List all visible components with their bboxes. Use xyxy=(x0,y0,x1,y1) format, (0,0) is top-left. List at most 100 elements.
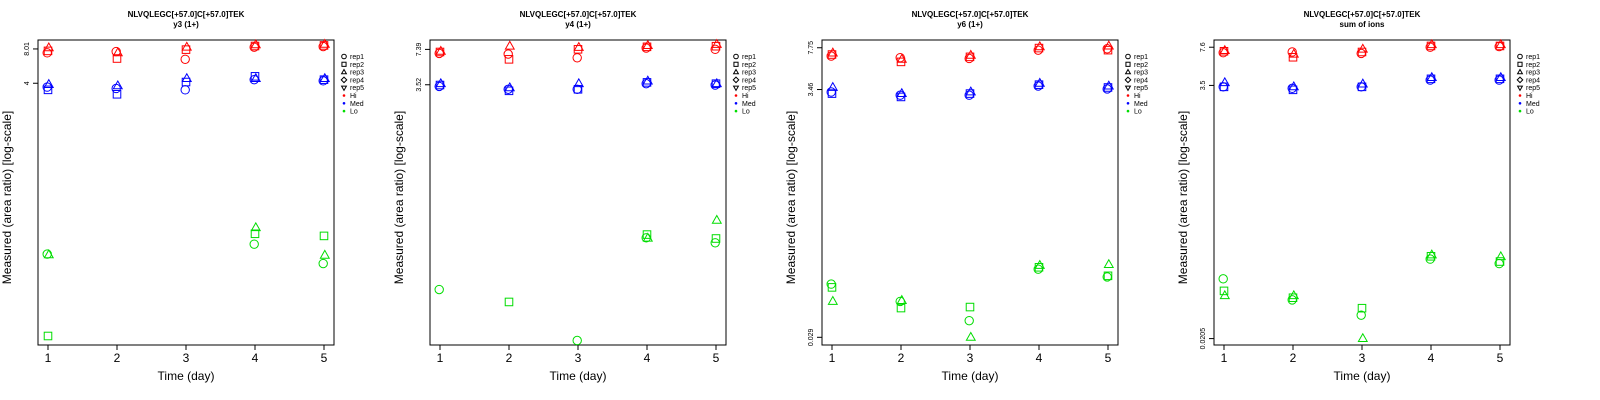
legend-label: Lo xyxy=(1526,109,1534,116)
data-point xyxy=(573,41,585,51)
data-point xyxy=(42,249,52,259)
y-tick-label: 3.46 xyxy=(808,83,815,97)
data-point xyxy=(965,89,975,98)
legend-marker xyxy=(732,76,740,84)
data-point xyxy=(1103,258,1115,269)
x-tick-label: 5 xyxy=(1497,351,1504,365)
data-point xyxy=(112,79,124,90)
data-point xyxy=(319,231,329,241)
legend-label: rep3 xyxy=(1134,70,1148,77)
data-point xyxy=(1357,332,1369,343)
chart-subtitle: y3 (1+) xyxy=(173,20,199,29)
legend-label: Med xyxy=(350,101,364,108)
legend-label: Med xyxy=(1526,101,1540,108)
data-point xyxy=(896,87,908,98)
data-point xyxy=(1495,71,1507,82)
data-point xyxy=(642,75,654,85)
legend-marker xyxy=(732,68,740,75)
legend-label: rep2 xyxy=(742,62,756,69)
y-tick-label: 0.029 xyxy=(808,328,815,346)
legend-marker xyxy=(732,85,740,92)
legend-label: rep3 xyxy=(350,70,364,77)
x-tick-label: 1 xyxy=(1221,351,1228,365)
data-point xyxy=(1034,77,1046,87)
data-point xyxy=(711,38,723,48)
legend-dot xyxy=(342,102,346,105)
legend-dot xyxy=(1126,109,1130,113)
data-point xyxy=(434,284,444,295)
legend-marker xyxy=(340,68,348,75)
legend-label: Med xyxy=(742,101,756,108)
data-point xyxy=(573,85,583,94)
legend-marker xyxy=(1125,61,1131,67)
data-point xyxy=(112,89,122,99)
legend-label: rep2 xyxy=(350,62,364,69)
data-point xyxy=(711,214,723,224)
data-point xyxy=(43,41,55,52)
x-axis-label: Time (day) xyxy=(942,369,999,383)
x-tick-label: 3 xyxy=(575,351,582,365)
legend-label: rep5 xyxy=(1526,85,1540,92)
chart-title: NLVQLEGC[+57.0]C[+57.0]TEK xyxy=(912,10,1029,19)
legend-dot xyxy=(1126,102,1130,105)
x-axis-label: Time (day) xyxy=(550,369,607,383)
x-tick-label: 1 xyxy=(829,351,836,365)
data-point xyxy=(1219,289,1231,300)
data-point xyxy=(896,303,906,313)
legend-label: rep4 xyxy=(1526,77,1540,84)
data-point xyxy=(1103,80,1115,90)
data-point xyxy=(504,40,516,50)
data-point xyxy=(1219,76,1231,87)
data-point xyxy=(180,85,190,95)
data-point xyxy=(965,302,975,312)
legend-marker xyxy=(341,61,347,67)
data-point xyxy=(249,239,259,249)
legend-marker xyxy=(1516,68,1524,75)
x-tick-label: 2 xyxy=(898,351,905,365)
legend-label: rep2 xyxy=(1134,62,1148,69)
data-point xyxy=(711,234,721,243)
legend-label: rep5 xyxy=(350,85,364,92)
data-point xyxy=(1219,44,1231,55)
legend-label: Lo xyxy=(742,109,750,116)
data-point xyxy=(827,50,837,59)
data-point xyxy=(319,72,331,82)
legend-marker xyxy=(340,76,348,84)
x-tick-label: 4 xyxy=(644,351,651,365)
y-tick-label: 8.01 xyxy=(24,42,31,56)
plot-frame xyxy=(1213,39,1511,346)
data-point xyxy=(1426,71,1438,82)
x-tick-label: 5 xyxy=(713,351,720,365)
legend-marker xyxy=(341,53,347,60)
data-point xyxy=(965,49,977,59)
data-point xyxy=(318,258,328,269)
data-point xyxy=(1357,43,1369,53)
legend-label: rep5 xyxy=(1134,85,1148,92)
x-tick-label: 4 xyxy=(1428,351,1435,365)
legend-label: Lo xyxy=(1134,109,1142,116)
legend-dot xyxy=(734,102,738,105)
data-point xyxy=(1495,257,1505,266)
chart-subtitle: y4 (1+) xyxy=(565,20,591,29)
legend-dot xyxy=(734,109,738,113)
x-tick-label: 5 xyxy=(321,351,328,365)
y-tick-label: 7.75 xyxy=(808,41,815,55)
x-axis-label: Time (day) xyxy=(158,369,215,383)
data-point xyxy=(1287,47,1297,57)
data-point xyxy=(965,52,975,62)
x-tick-label: 4 xyxy=(252,351,259,365)
legend-label: rep1 xyxy=(742,54,756,61)
y-tick-label: 0.0205 xyxy=(1200,328,1207,350)
legend-label: Hi xyxy=(1134,93,1141,100)
legend-marker xyxy=(340,85,348,92)
legend-marker xyxy=(1124,85,1132,92)
legend-dot xyxy=(1518,102,1522,105)
chart-title: NLVQLEGC[+57.0]C[+57.0]TEK xyxy=(128,10,245,19)
legend-label: Hi xyxy=(1526,93,1533,100)
data-points xyxy=(434,38,723,346)
data-point xyxy=(503,49,513,59)
data-point xyxy=(250,72,262,82)
x-tick-label: 4 xyxy=(1036,351,1043,365)
